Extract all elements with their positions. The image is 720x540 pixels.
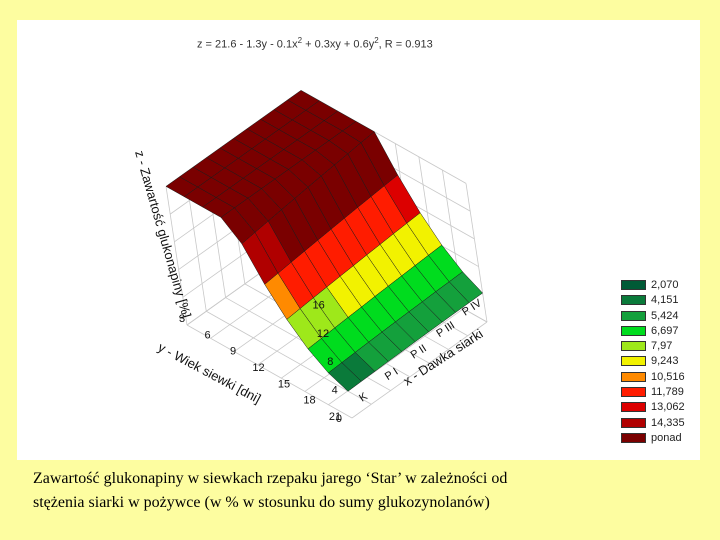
- y-tick-label: 9: [230, 346, 236, 358]
- y-tick-label: 18: [303, 395, 315, 407]
- legend-label: ponad: [651, 431, 682, 444]
- surface: [165, 90, 483, 392]
- equation-lhs: z = 21.6 - 1.3y - 0.1x: [197, 38, 298, 51]
- legend-item: 9,243: [621, 354, 696, 369]
- legend-item: 2,070: [621, 278, 696, 293]
- legend-swatch: [621, 402, 646, 413]
- equation-exponent-1: 2: [297, 36, 303, 45]
- legend-swatch: [621, 295, 646, 306]
- y-tick-label: 3: [179, 313, 185, 325]
- legend-swatch: [621, 280, 646, 290]
- surface-cell: [328, 362, 362, 392]
- legend-item: 6,697: [621, 324, 696, 339]
- legend-label: 2,070: [651, 279, 679, 291]
- z-tick-label: 12: [317, 328, 329, 340]
- x-tick-label: P I: [383, 366, 401, 383]
- legend-swatch: [621, 356, 646, 367]
- legend-swatch: [621, 417, 646, 428]
- legend-swatch: [621, 387, 646, 398]
- z-tick-label: 4: [332, 385, 338, 397]
- y-axis-label: y - Wiek siewki [dni]: [156, 339, 264, 406]
- caption-line-2: stężenia siarki w pożywce (w % w stosunk…: [33, 494, 490, 511]
- legend-item: ponad: [621, 431, 696, 446]
- y-tick-label: 15: [278, 378, 290, 390]
- legend-swatch: [621, 341, 646, 352]
- figure-caption: Zawartość glukonapiny w siewkach rzepaku…: [33, 467, 693, 515]
- y-tick-label: 21: [329, 411, 341, 423]
- legend-item: 14,335: [621, 416, 696, 431]
- regression-equation: z = 21.6 - 1.3y - 0.1x2 + 0.3xy + 0.6y2,…: [197, 36, 433, 51]
- side-wall-grid-line: [465, 183, 488, 323]
- legend-label: 13,062: [651, 401, 685, 414]
- legend-item: 10,516: [621, 370, 696, 385]
- legend-item: 13,062: [621, 400, 696, 415]
- legend-label: 10,516: [651, 370, 685, 383]
- legend-swatch: [621, 432, 646, 443]
- legend-label: 7,97: [651, 340, 673, 353]
- legend-swatch: [621, 325, 646, 336]
- floor-grid-line: [186, 324, 353, 419]
- legend-item: 5,424: [621, 309, 696, 324]
- back-wall-grid-line: [165, 186, 188, 326]
- equation-exponent-2: 2: [374, 36, 379, 45]
- legend-swatch: [621, 371, 646, 382]
- legend-item: 4,151: [621, 293, 696, 308]
- legend-label: 14,335: [651, 416, 685, 429]
- legend: 2,070 4,151 5,424 6,697 7,97 9,243 10,516 11,78…: [621, 278, 696, 446]
- z-tick-label: 8: [327, 356, 333, 368]
- z-tick-label: 0: [336, 413, 342, 425]
- floor-grid-line: [206, 310, 372, 405]
- y-tick-label: 6: [204, 329, 210, 341]
- legend-label: 9,243: [651, 355, 679, 368]
- legend-label: 4,151: [651, 294, 679, 307]
- caption-line-1: Zawartość glukonapiny w siewkach rzepaku…: [33, 470, 508, 487]
- legend-label: 6,697: [651, 324, 679, 337]
- legend-label: 11,789: [651, 386, 684, 399]
- y-tick-label: 12: [252, 362, 264, 374]
- legend-swatch: [621, 310, 646, 321]
- legend-label: 5,424: [651, 309, 679, 322]
- equation-rhs: , R = 0.913: [378, 38, 433, 51]
- equation-mid: + 0.3xy + 0.6y: [302, 38, 375, 51]
- legend-item: 11,789: [621, 385, 696, 400]
- legend-item: 7,97: [621, 339, 696, 354]
- z-tick-label: 16: [313, 299, 325, 311]
- floor-grid-line: [351, 321, 488, 419]
